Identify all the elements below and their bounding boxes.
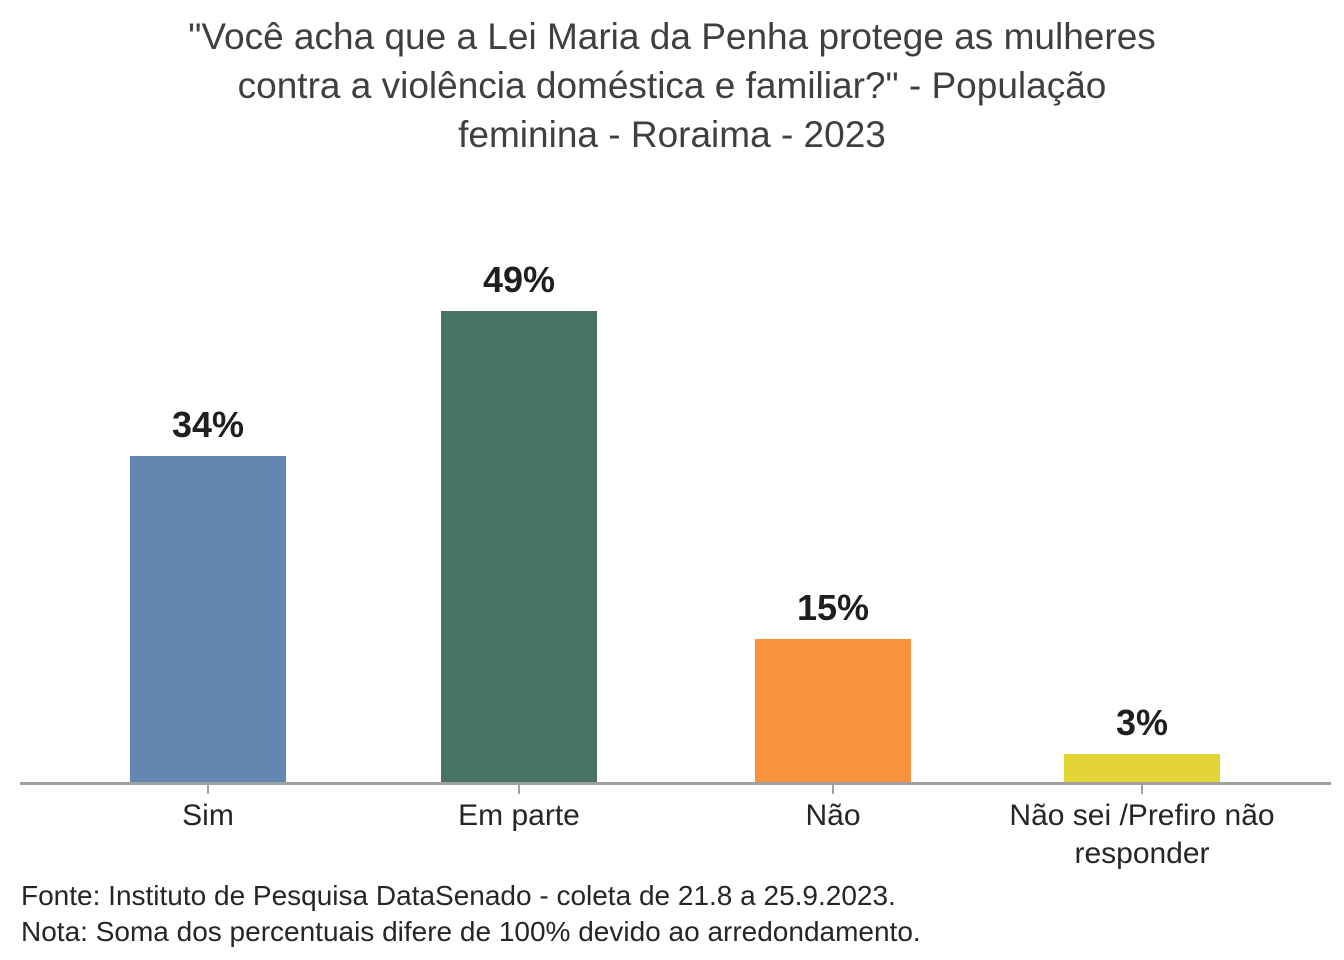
x-axis-tick-nao (832, 785, 834, 794)
x-axis-label-nao: Não (805, 799, 861, 832)
bar-nao (755, 639, 911, 783)
x-axis-tick-em-parte (518, 785, 520, 794)
value-label-nao-sei: 3% (1115, 702, 1169, 743)
x-axis-label-em-parte: Em parte (458, 799, 580, 832)
bar-nao-sei (1064, 754, 1220, 783)
bar-group-em-parte: 49% (441, 259, 597, 783)
x-axis-line (20, 782, 1331, 785)
value-label-sim: 34% (171, 404, 245, 445)
bar-em-parte (441, 311, 597, 783)
chart-title: "Você acha que a Lei Maria da Penha prot… (0, 12, 1344, 159)
x-axis-tick-nao-sei (1141, 785, 1143, 794)
bar-group-nao-sei: 3% (1064, 702, 1220, 783)
x-axis-tick-sim (207, 785, 209, 794)
rounding-note: Nota: Soma dos percentuais difere de 100… (21, 916, 921, 947)
source-note: Fonte: Instituto de Pesquisa DataSenado … (21, 880, 896, 911)
chart-title-line-3: feminina - Roraima - 2023 (458, 114, 886, 155)
bar-group-nao: 15% (755, 587, 911, 783)
chart-footer: Fonte: Instituto de Pesquisa DataSenado … (21, 878, 921, 950)
bar-sim (130, 456, 286, 783)
chart-title-line-2: contra a violência doméstica e familiar?… (237, 65, 1107, 106)
value-label-em-parte: 49% (482, 259, 556, 300)
bar-group-sim: 34% (130, 404, 286, 783)
x-axis-label-sim: Sim (182, 799, 234, 832)
chart-title-line-1: "Você acha que a Lei Maria da Penha prot… (188, 16, 1156, 57)
value-label-nao: 15% (796, 587, 870, 628)
x-axis-label-nao-sei: Não sei /Prefiro não responder (1009, 799, 1275, 870)
